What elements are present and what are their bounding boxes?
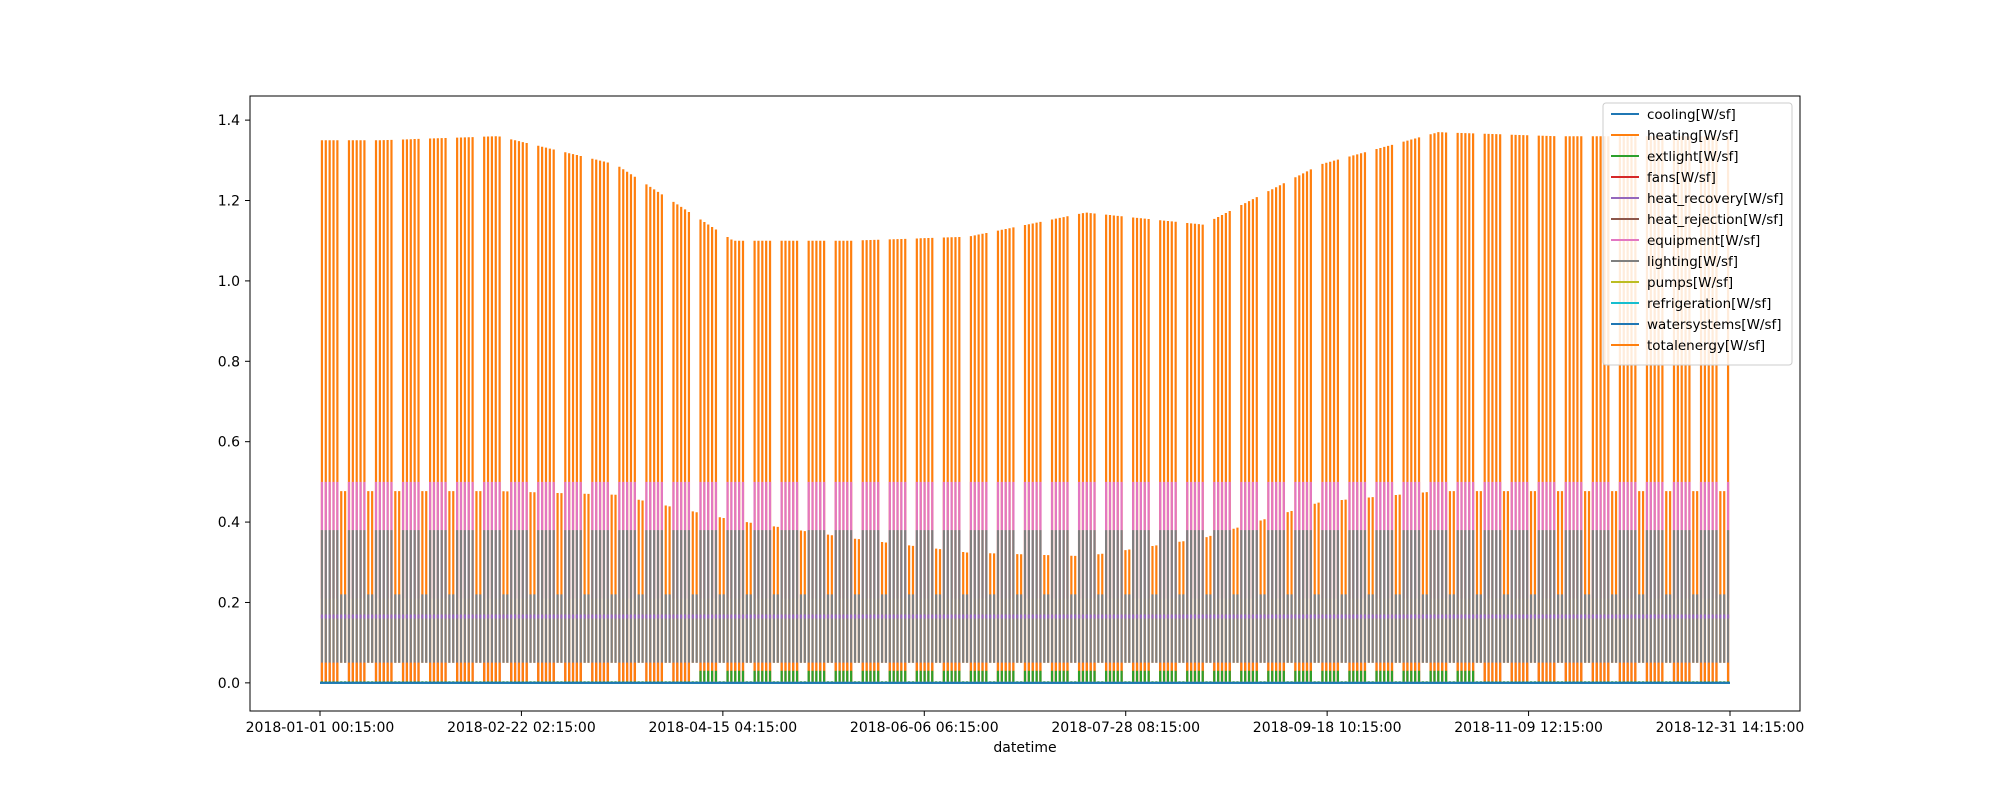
x-axis: 2018-01-01 00:15:00 2018-02-22 02:15:00 20…	[246, 711, 1805, 736]
y-tick-label: 1.4	[218, 113, 240, 129]
x-tick-label: 2018-09-18 10:15:00	[1253, 720, 1402, 736]
x-tick-label: 2018-11-09 12:15:00	[1454, 720, 1603, 736]
legend-label: watersystems[W/sf]	[1647, 317, 1782, 333]
series-lightingwsf	[320, 530, 1730, 663]
y-tick-label: 0.6	[218, 435, 240, 451]
x-tick-label: 2018-02-22 02:15:00	[447, 720, 596, 736]
legend-label: totalenergy[W/sf]	[1647, 338, 1765, 354]
x-tick-label: 2018-07-28 08:15:00	[1051, 720, 1200, 736]
y-tick-label: 1.2	[218, 194, 240, 210]
y-tick-label: 0.4	[218, 515, 240, 531]
y-tick-label: 1.0	[218, 274, 240, 290]
series-line	[320, 530, 1730, 663]
x-axis-label: datetime	[993, 740, 1056, 756]
x-tick-label: 2018-01-01 00:15:00	[246, 720, 395, 736]
y-tick-label: 0.2	[218, 595, 240, 611]
x-tick-label: 2018-12-31 14:15:00	[1656, 720, 1805, 736]
series-heat-recoverywsf	[320, 614, 1730, 619]
legend: cooling[W/sf] heating[W/sf] extlight[W/sf]…	[1602, 102, 1793, 366]
legend-label: heating[W/sf]	[1647, 128, 1739, 144]
legend-label: heat_rejection[W/sf]	[1647, 212, 1783, 228]
y-tick-label: 0.0	[218, 676, 240, 692]
legend-label: extlight[W/sf]	[1647, 149, 1739, 165]
legend-label: fans[W/sf]	[1647, 170, 1716, 186]
legend-label: refrigeration[W/sf]	[1647, 296, 1771, 312]
axes-frame	[249, 95, 1801, 712]
y-tick-label: 0.8	[218, 354, 240, 370]
legend-label: lighting[W/sf]	[1647, 254, 1738, 270]
series-line	[320, 614, 1730, 619]
legend-label: equipment[W/sf]	[1647, 233, 1760, 249]
y-axis: 0.0 0.2 0.4 0.6 0.8 1.0 1.2 1.4	[218, 113, 250, 692]
x-tick-label: 2018-04-15 04:15:00	[649, 720, 798, 736]
legend-box	[1602, 102, 1793, 366]
plot-area	[320, 132, 1730, 684]
x-tick-label: 2018-06-06 06:15:00	[850, 720, 999, 736]
legend-label: pumps[W/sf]	[1647, 275, 1733, 291]
legend-label: heat_recovery[W/sf]	[1647, 191, 1783, 207]
legend-label: cooling[W/sf]	[1647, 107, 1736, 123]
